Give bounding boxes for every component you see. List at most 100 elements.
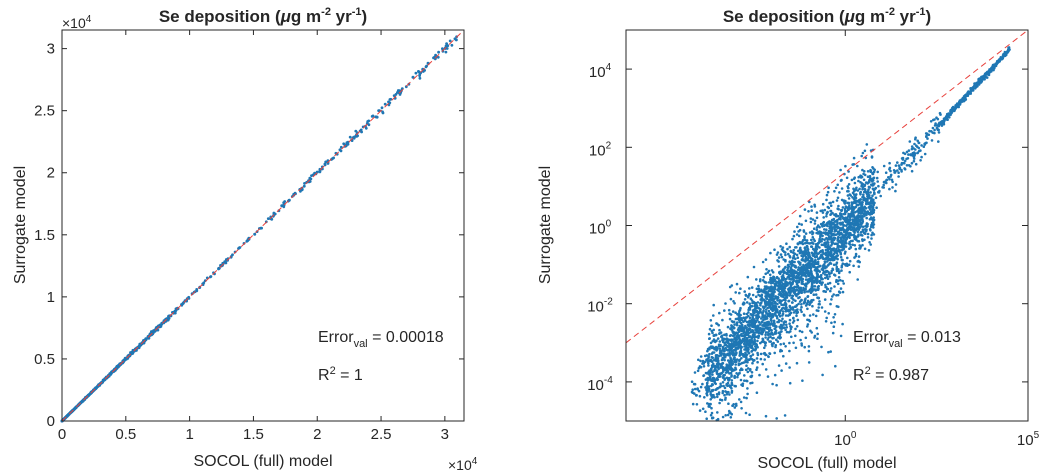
right-point <box>755 316 758 320</box>
right-point <box>731 334 735 338</box>
right-point <box>833 285 836 288</box>
right-point <box>842 234 846 237</box>
right-point <box>894 170 897 173</box>
right-point <box>820 345 823 349</box>
right-point <box>829 231 833 234</box>
right-point <box>735 335 739 339</box>
right-point <box>866 222 869 226</box>
right-point <box>787 275 790 279</box>
right-point <box>721 376 725 379</box>
right-point <box>788 318 792 322</box>
right-point <box>784 296 787 299</box>
right-point <box>703 396 706 399</box>
right-point <box>815 288 818 292</box>
right-point <box>800 254 803 257</box>
right-point <box>751 323 754 327</box>
right-point <box>888 177 891 181</box>
right-point <box>934 122 937 125</box>
left-y-tick-label: 1.5 <box>34 227 55 244</box>
left-point <box>380 106 384 110</box>
right-point <box>703 354 707 358</box>
right-point <box>887 176 890 179</box>
left-point <box>444 44 448 48</box>
right-point <box>733 360 736 364</box>
right-point <box>711 383 714 387</box>
right-point <box>784 320 788 324</box>
right-point <box>819 235 822 239</box>
right-point <box>888 187 891 191</box>
right-point <box>827 263 830 266</box>
right-point <box>858 260 861 264</box>
right-point <box>735 337 739 341</box>
right-point <box>847 197 851 200</box>
right-point <box>816 265 819 269</box>
right-point <box>800 303 803 306</box>
right-point <box>838 291 842 294</box>
right-point <box>812 281 816 284</box>
right-point <box>964 97 967 100</box>
right-point <box>852 215 856 218</box>
right-point <box>842 216 846 220</box>
right-point <box>890 178 894 182</box>
right-point <box>794 346 798 350</box>
left-point <box>80 400 83 404</box>
right-point <box>744 347 748 351</box>
left-point <box>323 163 327 167</box>
right-point <box>816 252 820 256</box>
right-point <box>782 354 785 358</box>
left-point <box>417 70 421 74</box>
right-point <box>745 396 748 400</box>
right-point <box>734 366 737 370</box>
right-point <box>734 349 737 352</box>
right-point <box>804 232 808 235</box>
right-point <box>835 223 839 226</box>
right-point <box>727 308 731 312</box>
right-point <box>854 193 857 197</box>
right-point <box>822 224 826 227</box>
right-point <box>817 306 820 309</box>
right-point <box>731 330 734 333</box>
right-point <box>754 295 758 299</box>
right-point <box>860 222 863 226</box>
right-point <box>763 346 766 350</box>
right-point <box>792 254 796 258</box>
right-point <box>845 242 848 245</box>
right-y-tick-label: 10-2 <box>587 297 613 316</box>
right-point <box>708 347 711 351</box>
right-point <box>863 238 866 242</box>
right-point <box>803 283 807 287</box>
right-point <box>766 314 770 318</box>
right-point <box>854 247 858 251</box>
right-point <box>777 364 781 367</box>
right-point <box>777 311 781 315</box>
right-point <box>769 251 772 255</box>
right-point <box>755 391 759 395</box>
right-point <box>845 176 849 180</box>
right-point <box>713 368 716 372</box>
right-point <box>716 395 719 399</box>
right-point <box>866 194 869 198</box>
right-point <box>1007 46 1011 49</box>
right-point <box>811 284 814 288</box>
right-point <box>773 248 776 251</box>
right-point <box>745 301 749 304</box>
right-point <box>870 237 873 240</box>
right-y-tick-label: 100 <box>589 219 612 238</box>
right-point <box>695 393 698 397</box>
right-point <box>820 306 824 309</box>
right-point <box>823 208 827 212</box>
right-point <box>925 132 929 135</box>
right-point <box>896 161 899 164</box>
right-point <box>730 342 734 345</box>
right-point <box>757 336 760 340</box>
right-point <box>791 294 795 298</box>
right-point <box>824 248 828 252</box>
left-point <box>450 43 454 47</box>
right-point <box>839 212 842 215</box>
right-point <box>802 229 806 232</box>
right-point <box>823 290 826 293</box>
right-point <box>894 164 898 167</box>
right-point <box>872 189 876 192</box>
right-point <box>712 334 716 338</box>
right-point <box>738 358 741 362</box>
